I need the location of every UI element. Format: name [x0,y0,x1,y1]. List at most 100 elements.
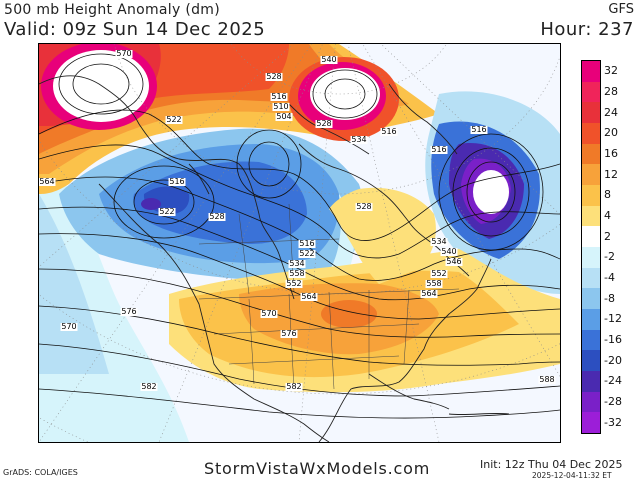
anomaly-fill-central-yellow [329,187,436,284]
contour-label-bg [430,270,448,278]
colorbar-segment [582,391,600,413]
colorbar [581,60,601,434]
contour-label: 522 [159,207,174,216]
contour-label: 576 [281,329,296,338]
contour-label: 552 [431,269,446,278]
valid-time: Valid: 09z Sun 14 Dec 2025 [4,19,266,40]
contour-label-bg [430,238,448,246]
contour-label: 534 [351,135,366,144]
init-time: Init: 12z Thu 04 Dec 2025 [480,458,623,471]
grads-credit: GrADS: COLA/IGES [3,468,78,477]
contour-label-bg [350,136,368,144]
colorbar-tick-label: -24 [604,374,622,388]
contour-label-bg [158,208,176,216]
contour-label: 522 [299,249,314,258]
contour-label: 528 [316,119,331,128]
contour-label: 546 [446,257,461,266]
contour-label: 528 [209,212,224,221]
coastlines [39,75,510,442]
contour-label-bg [420,290,438,298]
anomaly-fill-atlantic-low [473,170,509,214]
colorbar-segment [582,329,600,351]
colorbar-segment [582,350,600,372]
contour-label-bg [430,146,448,154]
contour-label: 558 [289,269,304,278]
contour-label-bg [285,383,303,391]
contour-label: 516 [381,127,396,136]
contour-label-bg [298,250,316,258]
contour-label-bg [470,126,488,134]
map-title: 500 mb Height Anomaly (dm) [4,2,220,18]
contour-label-bg [165,116,183,124]
contour-label-bg [39,178,56,186]
contour-label-bg [320,56,338,64]
height-anomaly-map: 570 540 528 516 510 504 522 528 534 516 516 516 564 5… [38,43,561,443]
contour-label: 516 [299,239,314,248]
contour-label: 582 [141,382,156,391]
brand-link[interactable]: StormVistaWxModels.com [204,459,431,478]
forecast-hour: Hour: 237 [540,19,634,40]
contour-label-bg [260,310,278,318]
contour-label-bg [300,293,318,301]
contour-label: 582 [286,382,301,391]
contour-label-bg [288,260,306,268]
contour-label-bg [380,128,398,136]
contour-label-bg [445,258,463,266]
colorbar-tick-label: 8 [604,188,611,202]
contour-label-bg [60,323,78,331]
colorbar-segment [582,185,600,207]
height-contours [39,53,560,419]
contour-label: 576 [121,307,136,316]
colorbar-tick-label: 16 [604,147,618,160]
contour-label: 534 [289,259,304,268]
contour-label-bg [440,248,458,256]
contour-label-bg [270,93,288,101]
contour-label-bg [208,213,226,221]
contour-label-bg [115,50,133,58]
contour-label: 570 [116,49,131,58]
colorbar-segment [582,123,600,145]
colorbar-tick-label: 4 [604,209,611,222]
contour-label: 528 [266,72,281,81]
contour-label: 564 [421,289,436,298]
colorbar-segment [582,61,600,83]
colorbar-tick-label: 28 [604,85,618,98]
colorbar-segment [582,247,600,269]
anomaly-fill-alaska-high [53,50,149,122]
contour-label: 516 [271,92,286,101]
contour-label-bg [285,280,303,288]
graticule [39,44,560,442]
model-name: GFS [608,2,634,17]
contour-label-bg [280,330,298,338]
anomaly-fill-south-core [321,300,377,328]
contour-label-bg [355,203,373,211]
colorbar-tick-label: -20 [604,353,622,367]
contour-label: 516 [431,145,446,154]
colorbar-tick-label: -12 [604,312,622,326]
contour-label-bg [298,240,316,248]
contour-label: 516 [471,125,486,134]
colorbar-tick-label: 24 [604,105,618,119]
colorbar-tick-label: -4 [604,271,615,284]
colorbar-segment [582,226,600,248]
colorbar-tick-label: -28 [604,395,622,408]
contour-label: 528 [356,202,371,211]
contour-label-bg [275,113,293,121]
colorbar-segment [582,371,600,393]
contour-label: 564 [39,177,54,186]
colorbar-segment [582,143,600,165]
colorbar-tick-label: 32 [604,64,618,78]
contour-label: 540 [321,55,336,64]
contour-label: 510 [273,102,288,111]
colorbar-segment [582,164,600,186]
contour-label-bg [272,103,290,111]
contour-label-bg [168,178,186,186]
colorbar-segment [582,102,600,124]
contour-label: 588 [539,375,554,384]
contour-label: 534 [431,237,446,246]
colorbar-segment [582,309,600,331]
colorbar-segment [582,288,600,310]
anomaly-fill-trough-min [141,198,161,210]
